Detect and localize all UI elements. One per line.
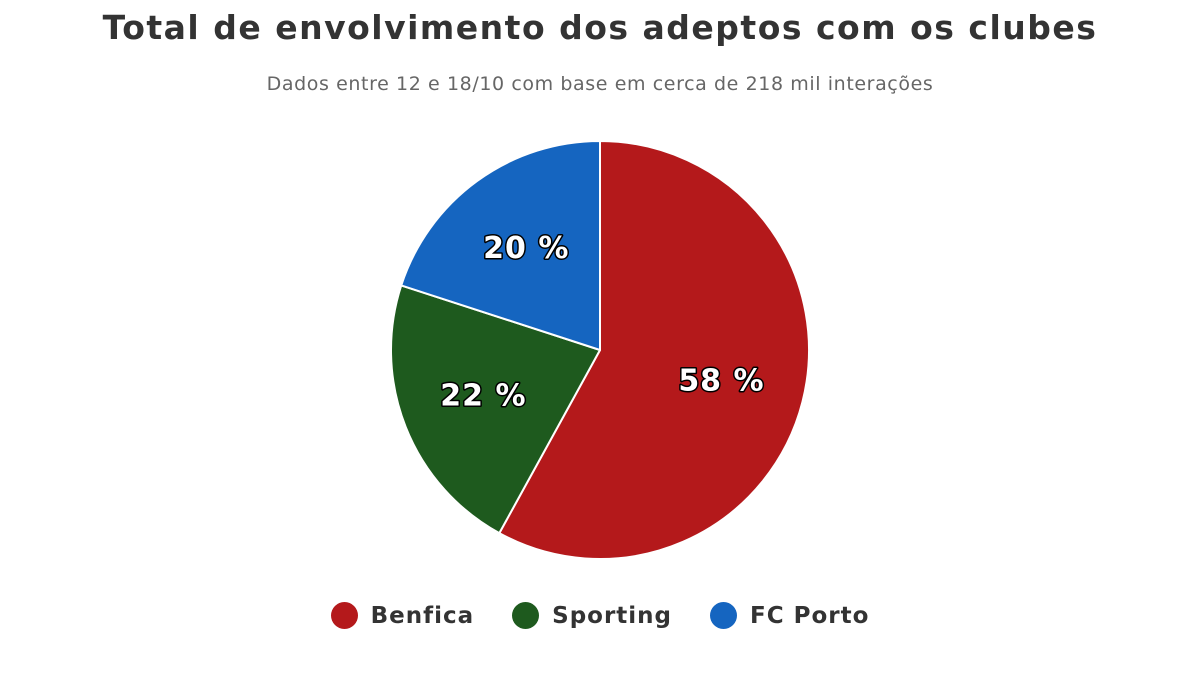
chart-subtitle: Dados entre 12 e 18/10 com base em cerca… [266, 73, 934, 95]
slice-label-fc-porto: 20 % [483, 231, 569, 266]
legend-item-benfica[interactable]: Benfica [330, 602, 475, 629]
pie-slice-sporting[interactable] [390, 284, 601, 535]
legend-label-sporting: Sporting [552, 602, 673, 629]
legend-item-fc-porto[interactable]: FC Porto [710, 602, 869, 629]
pie-slice-benfica[interactable] [498, 140, 810, 560]
slice-label-sporting: 22 % [440, 379, 526, 414]
legend-swatch-sporting [512, 602, 540, 629]
legend-label-fc-porto: FC Porto [750, 602, 870, 629]
pie-slice-fc-porto[interactable] [400, 140, 601, 351]
legend-swatch-benfica [330, 602, 358, 629]
legend-label-benfica: Benfica [370, 602, 475, 629]
pie-chart: 58 % 22 % 20 % [390, 140, 810, 560]
chart-title: Total de envolvimento dos adeptos com os… [102, 8, 1098, 47]
legend-swatch-fc-porto [710, 602, 738, 629]
slice-label-benfica: 58 % [678, 364, 764, 399]
chart-legend: Benfica Sporting FC Porto [0, 602, 1200, 629]
legend-item-sporting[interactable]: Sporting [512, 602, 672, 629]
